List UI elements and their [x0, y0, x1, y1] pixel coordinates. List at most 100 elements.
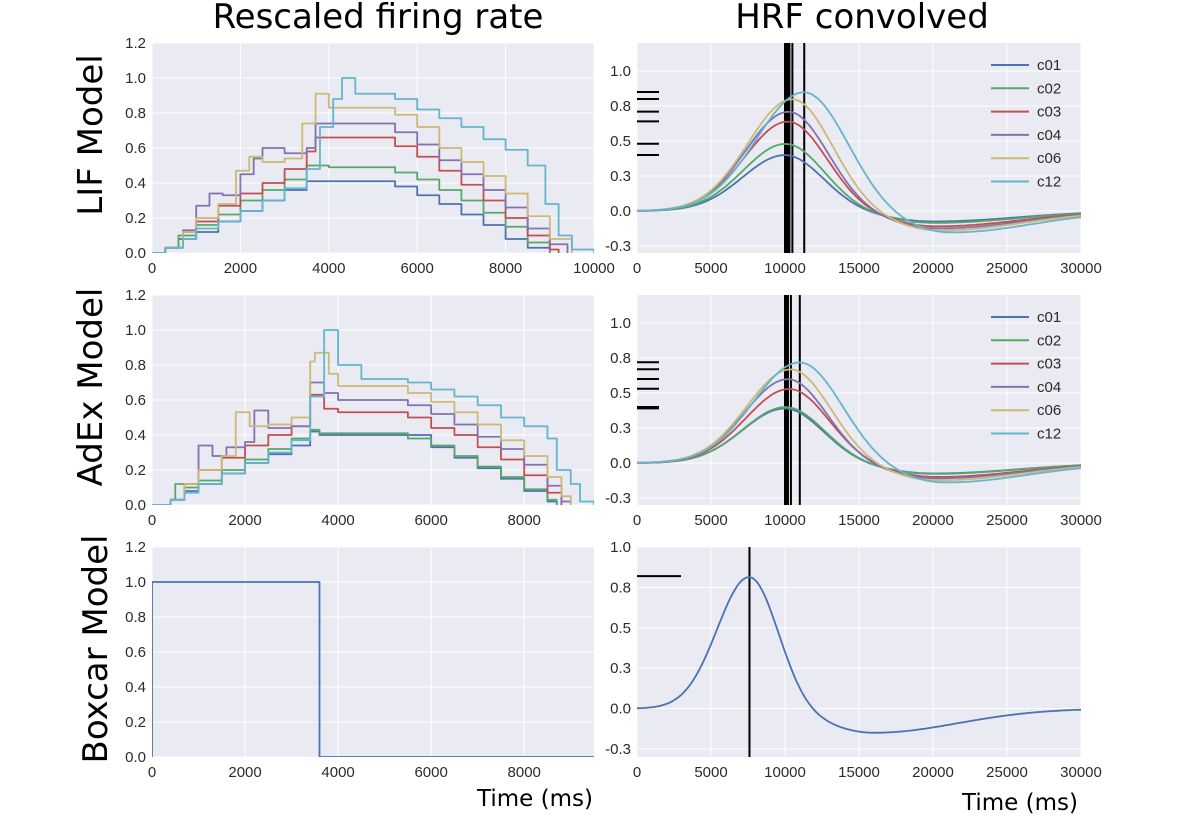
- series-line-c02: [637, 406, 1081, 475]
- x-tick-label: 0: [633, 764, 641, 781]
- y-tick-label: 1.2: [125, 287, 146, 304]
- series-line-c03: [152, 136, 560, 253]
- plot-layer: [637, 547, 1081, 757]
- legend-label-c02: c02: [1037, 332, 1061, 349]
- x-tick-label: 30000: [1060, 512, 1102, 529]
- y-tick-label: 1.0: [125, 322, 146, 339]
- y-tick-label: 0.2: [125, 210, 146, 227]
- series-line-boxcar: [637, 576, 1081, 734]
- plot-layer: [152, 581, 594, 757]
- plot-layer: [637, 295, 1081, 505]
- panel-lif-hrf: -0.3 0.0 0.3 0.5 0.8 1.0 0 5000 10000 15000 20000 2…: [605, 43, 1102, 277]
- series-line-c02: [637, 143, 1081, 224]
- y-tick-label: -0.3: [605, 490, 631, 507]
- x-tick-label: 4000: [312, 260, 345, 277]
- x-tick-label: 0: [148, 512, 156, 529]
- legend-label-c06: c06: [1037, 150, 1061, 167]
- x-tick-label: 25000: [986, 512, 1028, 529]
- y-tick-label: 0.8: [610, 579, 631, 596]
- y-tick-label: 1.0: [125, 574, 146, 591]
- x-tick-label: 2000: [228, 764, 261, 781]
- x-tick-label: 20000: [912, 512, 954, 529]
- legend-label-c12: c12: [1037, 426, 1061, 443]
- y-tick-label: 0.8: [125, 609, 146, 626]
- series-line-boxcar: [152, 581, 594, 757]
- y-tick-label: 0.5: [610, 133, 631, 150]
- y-tick-label: 0.8: [610, 350, 631, 367]
- y-tick-label: 1.0: [610, 63, 631, 80]
- legend-label-c06: c06: [1037, 402, 1061, 419]
- y-tick-label: 0.0: [125, 245, 146, 262]
- plot-layer: [152, 77, 594, 253]
- x-tick-label: 15000: [838, 512, 880, 529]
- y-tick-label: 0.4: [125, 175, 146, 192]
- legend-label-c01: c01: [1037, 57, 1061, 74]
- x-tick-label: 0: [633, 512, 641, 529]
- y-tick-label: 1.2: [125, 35, 146, 52]
- x-tick-label: 30000: [1060, 764, 1102, 781]
- y-tick-label: 0.3: [610, 420, 631, 437]
- x-tick-label: 10000: [764, 764, 806, 781]
- x-tick-label: 30000: [1060, 260, 1102, 277]
- series-line-c12: [152, 77, 594, 253]
- x-tick-label: 10000: [764, 512, 806, 529]
- x-tick-label: 15000: [838, 260, 880, 277]
- panel-boxcar-hrf: -0.3 0.0 0.3 0.5 0.8 1.0 0 5000 10000 15000 20000 2…: [605, 539, 1102, 781]
- y-tick-label: 1.2: [125, 539, 146, 556]
- x-tick-label: 5000: [694, 764, 727, 781]
- x-tick-label: 5000: [694, 260, 727, 277]
- panel-boxcar-rate: 0.0 0.2 0.4 0.6 0.8 1.0 1.2 0 2000 4000 6000 8000: [125, 539, 594, 781]
- y-tick-label: 0.8: [125, 357, 146, 374]
- legend-label-c01: c01: [1037, 309, 1061, 326]
- series-line-c12: [637, 361, 1081, 484]
- y-tick-label: 0.3: [610, 168, 631, 185]
- y-tick-label: 0.6: [125, 392, 146, 409]
- y-tick-label: 0.5: [610, 385, 631, 402]
- panel-adex-hrf: -0.3 0.0 0.3 0.5 0.8 1.0 0 5000 10000 15000 20000 2…: [605, 295, 1102, 529]
- series-line-c01: [637, 154, 1081, 223]
- row-title-lif: LIF Model: [71, 54, 111, 215]
- x-tick-label: 10000: [573, 260, 615, 277]
- series-line-c12: [637, 91, 1081, 234]
- col-title-hrf: HRF convolved: [735, 0, 989, 37]
- series-line-c06: [152, 351, 572, 505]
- y-tick-label: 1.0: [125, 70, 146, 87]
- legend-label-c04: c04: [1037, 379, 1061, 396]
- x-tick-label: 20000: [912, 260, 954, 277]
- x-tick-label: 2000: [228, 512, 261, 529]
- legend-label-c03: c03: [1037, 104, 1061, 121]
- row-title-boxcar: Boxcar Model: [76, 534, 116, 763]
- y-tick-label: 1.0: [610, 315, 631, 332]
- x-tick-label: 4000: [321, 764, 354, 781]
- y-tick-label: 0.0: [125, 497, 146, 514]
- y-tick-label: 0.4: [125, 679, 146, 696]
- col-title-rate: Rescaled firing rate: [213, 0, 544, 37]
- plot-layer: [637, 43, 1081, 253]
- x-tick-label: 0: [633, 260, 641, 277]
- x-tick-label: 8000: [508, 764, 541, 781]
- row-title-adex: AdEx Model: [71, 288, 111, 487]
- y-tick-label: 0.0: [610, 455, 631, 472]
- y-tick-label: 0.3: [610, 660, 631, 677]
- y-tick-label: 0.6: [125, 644, 146, 661]
- y-tick-label: 0.8: [610, 98, 631, 115]
- y-tick-label: 0.0: [610, 701, 631, 718]
- y-tick-label: -0.3: [605, 741, 631, 758]
- x-tick-label: 6000: [414, 512, 447, 529]
- y-tick-label: -0.3: [605, 238, 631, 255]
- x-axis-label-hrf: Time (ms): [961, 790, 1078, 816]
- series-line-c04: [152, 122, 569, 253]
- plot-layer: [152, 329, 594, 505]
- legend-label-c12: c12: [1037, 174, 1061, 191]
- panel-adex-rate: 0.0 0.2 0.4 0.6 0.8 1.0 1.2 0 2000 4000 6000 8000: [125, 287, 594, 529]
- x-tick-label: 8000: [489, 260, 522, 277]
- series-line-c06: [637, 368, 1081, 482]
- x-tick-label: 8000: [508, 512, 541, 529]
- y-tick-label: 1.0: [610, 539, 631, 556]
- series-line-c12: [152, 329, 594, 505]
- x-tick-label: 15000: [838, 764, 880, 781]
- x-tick-label: 0: [148, 260, 156, 277]
- y-tick-label: 0.2: [125, 462, 146, 479]
- y-tick-label: 0.2: [125, 714, 146, 731]
